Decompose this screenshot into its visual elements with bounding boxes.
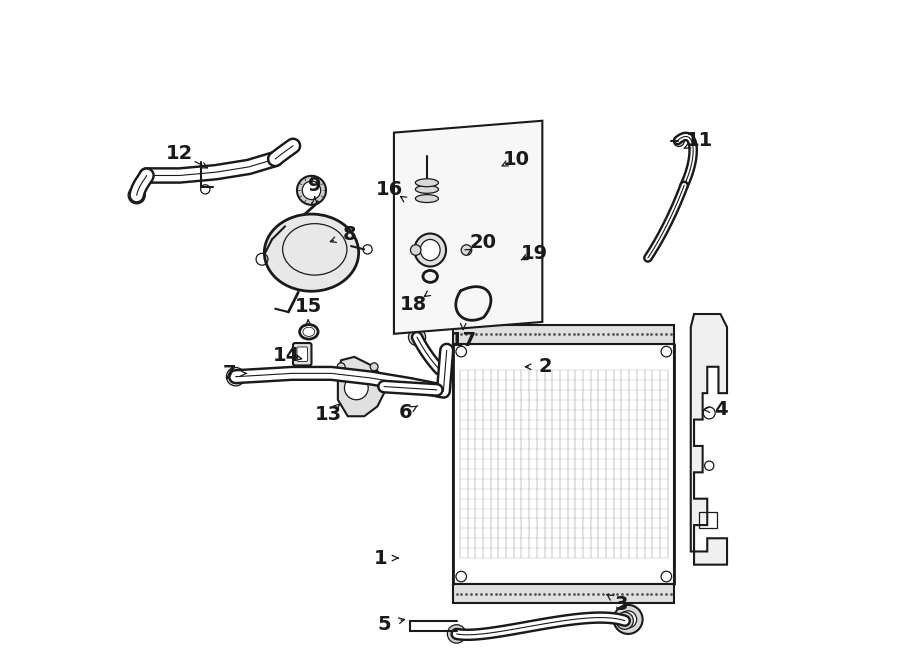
Text: 17: 17 xyxy=(450,331,477,350)
Text: 18: 18 xyxy=(400,295,428,313)
Circle shape xyxy=(703,407,716,419)
Ellipse shape xyxy=(416,185,438,193)
Circle shape xyxy=(409,329,426,346)
Circle shape xyxy=(128,186,145,204)
Circle shape xyxy=(447,625,466,643)
Text: 13: 13 xyxy=(315,405,342,424)
Bar xyxy=(454,325,674,344)
Polygon shape xyxy=(394,121,543,334)
Polygon shape xyxy=(460,370,668,558)
Ellipse shape xyxy=(265,214,358,292)
Circle shape xyxy=(614,605,643,634)
Circle shape xyxy=(410,245,421,255)
Text: 6: 6 xyxy=(399,403,412,422)
Text: 1: 1 xyxy=(374,549,388,568)
Bar xyxy=(454,584,674,603)
Circle shape xyxy=(461,245,472,255)
Circle shape xyxy=(338,363,345,371)
Text: 15: 15 xyxy=(294,297,322,316)
Text: 9: 9 xyxy=(308,176,321,195)
Circle shape xyxy=(493,173,506,185)
Circle shape xyxy=(370,363,378,371)
Polygon shape xyxy=(338,357,384,416)
Text: 20: 20 xyxy=(470,233,497,253)
Circle shape xyxy=(503,136,516,149)
Text: 8: 8 xyxy=(343,225,356,245)
Polygon shape xyxy=(691,314,727,564)
FancyBboxPatch shape xyxy=(297,347,308,362)
Circle shape xyxy=(345,376,368,400)
Text: 2: 2 xyxy=(539,358,553,376)
Text: 7: 7 xyxy=(222,364,236,383)
Circle shape xyxy=(616,612,634,629)
Circle shape xyxy=(673,136,684,147)
Text: 3: 3 xyxy=(615,595,628,614)
Circle shape xyxy=(705,461,714,471)
Text: 11: 11 xyxy=(686,131,713,150)
Circle shape xyxy=(302,181,320,200)
FancyBboxPatch shape xyxy=(293,343,311,366)
Circle shape xyxy=(619,611,636,628)
Text: 14: 14 xyxy=(273,346,300,365)
Circle shape xyxy=(297,176,326,205)
Ellipse shape xyxy=(420,239,440,260)
Ellipse shape xyxy=(416,194,438,202)
Bar xyxy=(698,512,717,528)
Ellipse shape xyxy=(414,233,446,266)
Text: 10: 10 xyxy=(502,149,529,169)
Text: 4: 4 xyxy=(714,400,727,419)
Ellipse shape xyxy=(416,178,438,186)
Text: 12: 12 xyxy=(166,144,194,163)
Text: 16: 16 xyxy=(375,180,403,199)
Ellipse shape xyxy=(484,148,514,169)
Circle shape xyxy=(227,368,245,386)
Text: 19: 19 xyxy=(521,244,548,263)
Text: 5: 5 xyxy=(377,615,391,633)
Circle shape xyxy=(483,136,496,149)
